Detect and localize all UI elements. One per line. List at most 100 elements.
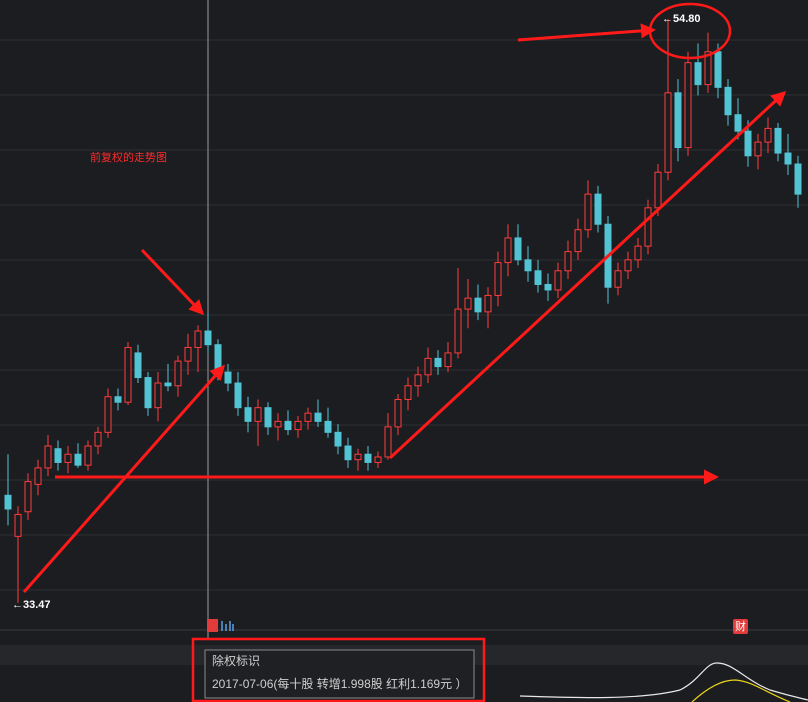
candle-body (564, 251, 572, 272)
candle-body (354, 453, 362, 461)
chart-title: 前复权的走势图 (90, 150, 167, 164)
arrow (517, 23, 656, 42)
candle-body (434, 357, 442, 368)
candle-body (404, 385, 412, 400)
candle-body (634, 245, 642, 261)
candle-body (764, 127, 772, 143)
candle-body (714, 51, 722, 88)
candle-body (164, 382, 172, 387)
candle-body (674, 92, 682, 149)
candle-body (344, 445, 352, 461)
candle-body (334, 431, 342, 447)
candle-body (664, 92, 672, 173)
candle-body (794, 163, 802, 195)
candle-body (704, 51, 712, 86)
candle-body (584, 193, 592, 231)
candle-body (314, 412, 322, 422)
icon-glyph (221, 621, 234, 631)
candle-body (694, 62, 702, 86)
candle-body (394, 398, 402, 428)
highlight-ellipse (648, 2, 732, 60)
candle-body (294, 420, 302, 431)
candle-body (204, 330, 212, 346)
candle-body (594, 193, 602, 225)
candle-body (284, 420, 292, 431)
candle-body (224, 371, 232, 384)
candle-body (484, 294, 492, 313)
candle-body (544, 283, 552, 291)
candle-body (234, 382, 242, 409)
candle-body (64, 453, 72, 463)
candle-body (734, 114, 742, 132)
candle-body (24, 481, 32, 513)
candle-body (174, 360, 182, 387)
candle-body (114, 396, 122, 403)
marker-box (733, 619, 748, 634)
candle-body (724, 86, 732, 116)
candle-body (44, 445, 52, 469)
candle-body (274, 420, 282, 428)
candle-body (94, 431, 102, 447)
candle-body (654, 171, 662, 209)
candle-body (124, 346, 132, 403)
candle-body (534, 270, 542, 285)
candle-body (74, 453, 82, 466)
candle-body (524, 259, 532, 272)
highlight-box (191, 637, 486, 702)
candle-body (474, 297, 482, 313)
candle-body (644, 207, 652, 247)
candle-body (384, 426, 392, 458)
indicator-line (691, 679, 791, 702)
candle-body (454, 308, 462, 354)
candle-body (784, 152, 792, 165)
candle-body (324, 420, 332, 433)
candle-body (14, 513, 22, 537)
candle-body (214, 344, 222, 373)
candle-body (754, 141, 762, 157)
candle-body (574, 229, 582, 253)
candle-body (134, 352, 142, 379)
price-annotation: ←54.80 (662, 13, 701, 25)
candle-body (184, 346, 192, 362)
arrow (140, 248, 205, 316)
candle-body (414, 374, 422, 387)
tooltip-title: 除权标识 (212, 653, 260, 668)
candles (4, 18, 802, 603)
candle-body (494, 262, 502, 296)
candle-body (374, 456, 382, 463)
candle-body (104, 396, 112, 433)
arrow (388, 90, 787, 460)
candle-body (444, 352, 452, 368)
candle-body (614, 270, 622, 288)
arrow (22, 364, 225, 593)
price-annotation: ←33.47 (12, 599, 51, 611)
candle-body (54, 448, 62, 463)
indicator-line (519, 662, 808, 701)
candle-body (684, 62, 692, 149)
icon-box (207, 619, 218, 632)
candle-body (34, 467, 42, 485)
tooltip (204, 649, 475, 699)
candle-body (244, 407, 252, 422)
candle-body (504, 237, 512, 264)
candle-body (424, 357, 432, 376)
candle-body (464, 297, 472, 310)
candle-body (304, 412, 312, 422)
candle-body (144, 377, 152, 409)
candle-body (254, 407, 262, 422)
candle-body (194, 330, 202, 348)
candle-body (364, 453, 372, 463)
candle-body (84, 445, 92, 466)
candle-body (774, 127, 782, 154)
tooltip-text: 2017-07-06(每十股 转增1.998股 红利1.169元 ） (212, 676, 467, 691)
candle-body (264, 407, 272, 428)
marker-label: 财 (735, 619, 746, 633)
candle-body (624, 259, 632, 272)
candle-body (554, 270, 562, 291)
candle-body (4, 494, 12, 510)
grid (0, 39, 808, 591)
ex-rights-icon (207, 619, 234, 632)
